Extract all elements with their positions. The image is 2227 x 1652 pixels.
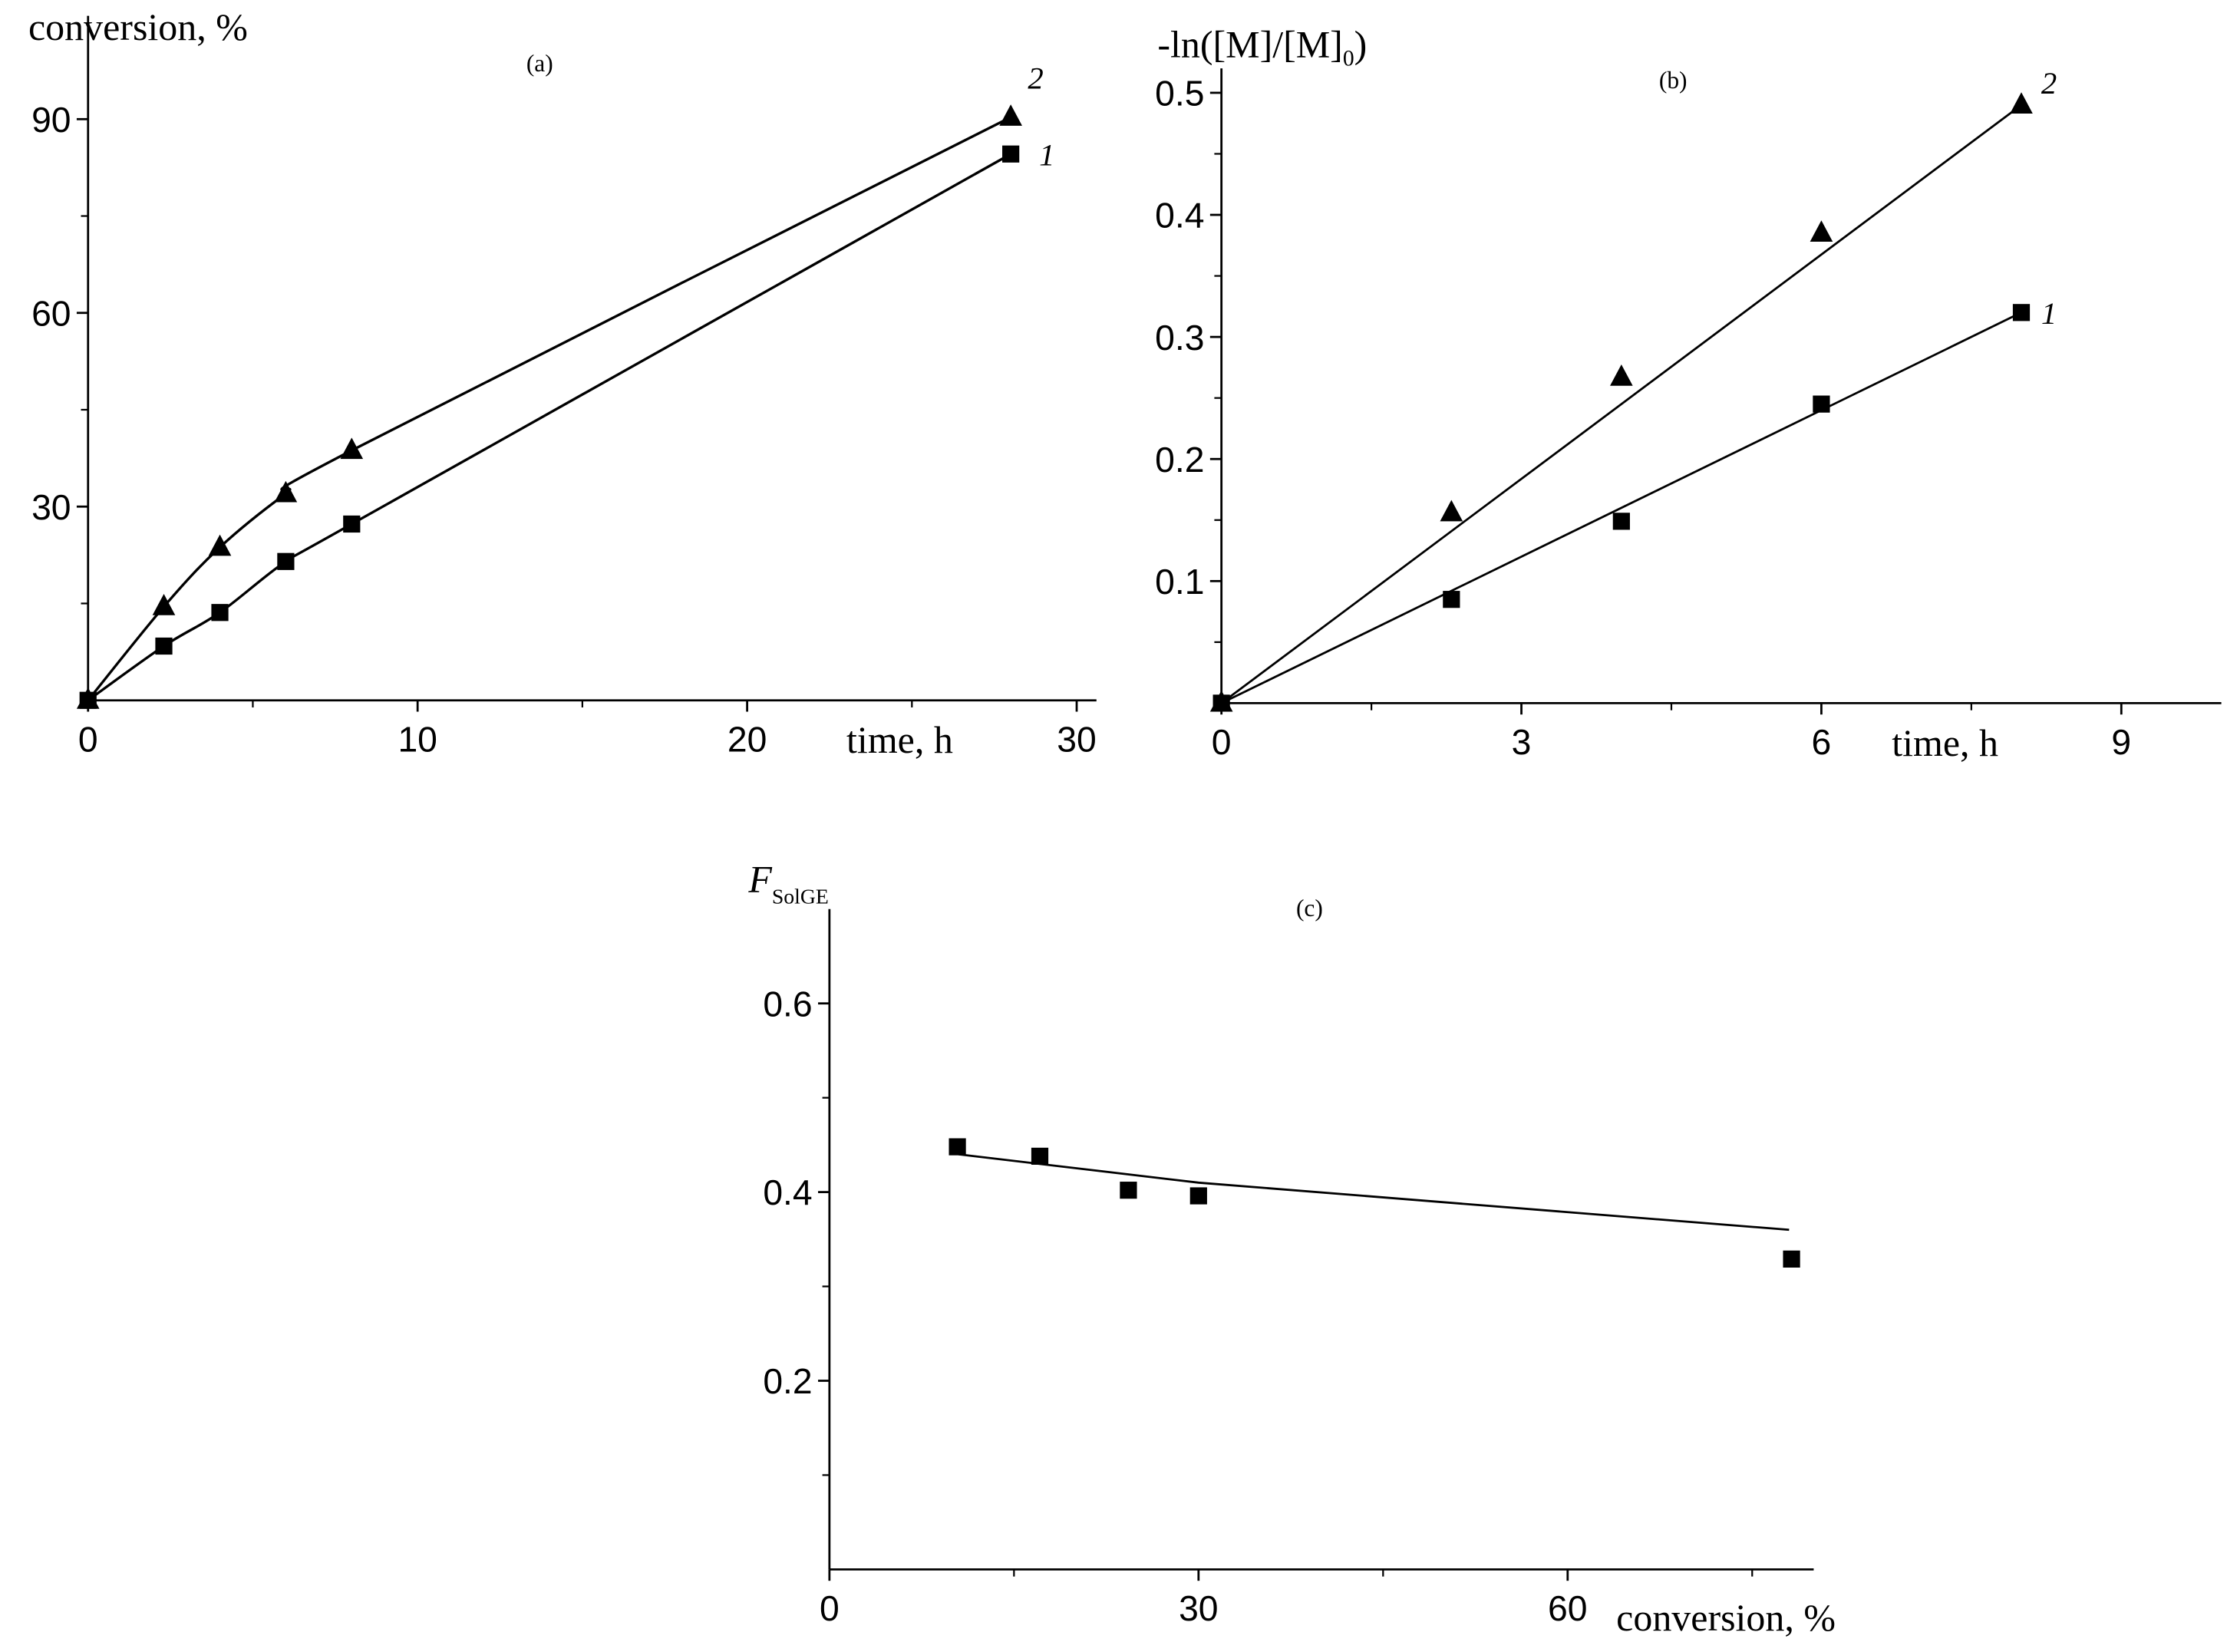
triangle-marker	[1440, 500, 1463, 522]
y-tick-label: 0.1	[1155, 562, 1204, 602]
series-label: 2	[2041, 66, 2057, 101]
y-tick-label: 0.5	[1155, 74, 1204, 114]
x-tick-label: 0	[1212, 722, 1232, 762]
y-tick-label: 30	[31, 487, 71, 527]
chart-title: (b)	[1659, 67, 1688, 94]
x-tick-label: 30	[1179, 1588, 1218, 1628]
square-marker	[343, 515, 361, 533]
fit-line	[958, 1153, 1790, 1232]
y-label-sub: SolGE	[772, 885, 829, 908]
square-marker	[211, 604, 229, 622]
y-label-sub: 0	[1343, 46, 1354, 71]
y-tick-label: 60	[31, 293, 71, 333]
series-label: 2	[1028, 61, 1043, 96]
y-axis-label: conversion, %	[28, 5, 248, 48]
y-tick-label: 0.3	[1155, 318, 1204, 358]
triangle-marker	[1610, 364, 1633, 386]
y-tick-label: 0.4	[1155, 196, 1204, 236]
square-marker	[1002, 145, 1020, 163]
x-tick-label: 0	[820, 1588, 840, 1628]
square-marker	[1120, 1182, 1137, 1199]
x-tick-label: 3	[1512, 722, 1532, 762]
y-label-main: -ln([M]/[M]	[1157, 22, 1342, 65]
x-axis-label: time, h	[1892, 721, 1998, 764]
x-tick-label: 60	[1548, 1588, 1587, 1628]
x-tick-label: 9	[2111, 722, 2131, 762]
y-axis-label: FSolGE	[747, 858, 829, 909]
triangle-marker	[340, 437, 364, 460]
x-tick-label: 0	[78, 719, 98, 759]
y-label-end: )	[1354, 22, 1368, 65]
y-tick-label: 90	[31, 100, 71, 140]
x-tick-label: 10	[398, 719, 437, 759]
triangle-marker	[999, 104, 1022, 126]
y-tick-label: 0.4	[763, 1172, 812, 1212]
x-tick-label: 20	[727, 719, 767, 759]
triangle-marker	[76, 688, 100, 709]
square-marker	[155, 637, 173, 655]
chart-title: (c)	[1296, 895, 1323, 922]
square-marker	[1783, 1250, 1800, 1268]
series-label: 1	[2041, 296, 2057, 331]
triangle-marker	[1810, 220, 1833, 242]
square-marker	[1443, 591, 1460, 608]
triangle-marker	[152, 594, 176, 615]
chart-title: (a)	[526, 50, 553, 77]
y-tick-label: 0.2	[763, 1361, 812, 1401]
square-marker	[277, 552, 295, 570]
y-label-main: F	[747, 858, 772, 901]
x-tick-label: 30	[1057, 719, 1096, 759]
square-marker	[2012, 304, 2031, 321]
square-marker	[1813, 395, 1830, 413]
x-axis-label: conversion, %	[1616, 1596, 1836, 1639]
triangle-marker	[1209, 690, 1233, 712]
square-marker	[949, 1138, 966, 1156]
fit-line	[1220, 104, 2022, 704]
series-label: 1	[1039, 138, 1054, 173]
square-marker	[1031, 1147, 1049, 1165]
y-tick-label: 0.6	[763, 984, 812, 1024]
triangle-marker	[274, 480, 298, 503]
triangle-marker	[208, 534, 232, 556]
fit-line	[1221, 312, 2022, 704]
x-tick-label: 6	[1812, 722, 1832, 762]
x-axis-label: time, h	[846, 718, 953, 761]
square-marker	[1612, 513, 1630, 530]
y-axis-label: -ln([M]/[M]0)	[1157, 22, 1367, 71]
square-marker	[1189, 1187, 1207, 1205]
y-tick-label: 0.2	[1155, 440, 1204, 480]
triangle-marker	[2010, 92, 2033, 114]
